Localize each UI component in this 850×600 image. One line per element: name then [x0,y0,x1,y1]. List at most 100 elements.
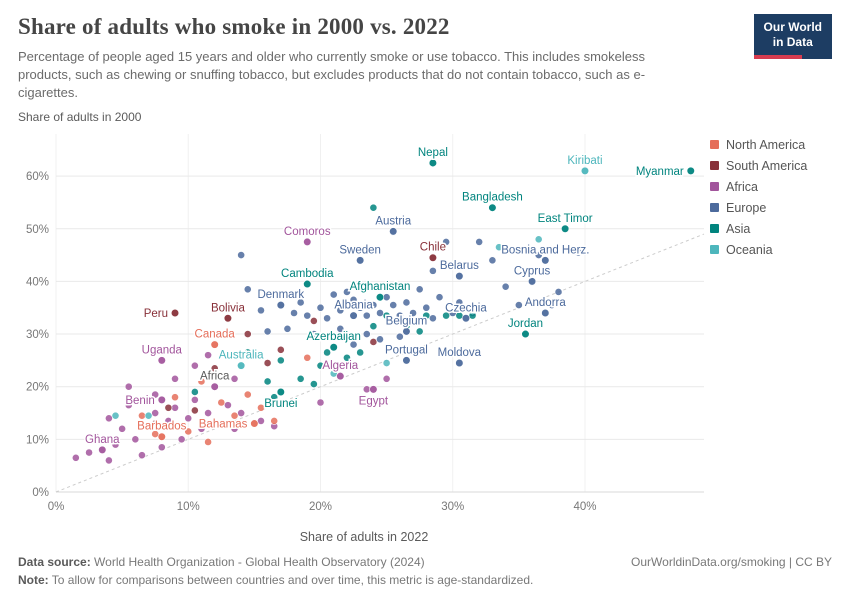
data-point[interactable] [382,311,391,320]
data-point[interactable] [190,395,199,404]
data-point[interactable] [395,311,404,320]
data-point[interactable] [435,293,444,301]
data-point[interactable] [118,424,127,433]
legend-item-europe[interactable]: Europe [710,201,832,215]
data-point[interactable] [376,216,384,225]
data-point[interactable] [349,361,358,370]
data-point[interactable] [316,398,325,407]
data-point[interactable] [157,443,166,451]
data-point[interactable] [376,308,384,317]
scatter-plot[interactable]: 0% 10% 20% 30% 40% 0% 10% 20% 30% 40% 50% 60% Nepal K… [18,126,708,524]
legend-item-africa[interactable]: Africa [710,180,832,194]
data-point[interactable] [442,311,451,320]
data-point[interactable] [329,342,338,352]
data-point[interactable] [415,327,424,336]
data-point[interactable] [369,203,378,212]
data-point[interactable] [250,419,259,428]
data-point[interactable] [316,361,325,370]
data-point[interactable] [343,287,351,296]
data-point[interactable] [548,301,556,309]
data-point[interactable] [124,401,133,409]
data-point[interactable] [468,306,477,315]
data-point[interactable] [157,356,166,365]
data-point[interactable] [184,427,193,436]
data-point[interactable] [276,345,285,354]
data-point[interactable] [369,337,378,346]
data-point[interactable] [283,324,292,333]
owid-logo[interactable]: Our World in Data [753,14,832,59]
legend-item-south-america[interactable]: South America [710,159,832,173]
data-point[interactable] [428,266,437,275]
data-point[interactable] [263,377,272,386]
data-point[interactable] [356,303,365,312]
data-point[interactable] [290,308,298,317]
data-point[interactable] [243,285,252,294]
data-point[interactable] [343,353,351,362]
data-point[interactable] [276,300,285,310]
data-point[interactable] [263,327,272,336]
data-point[interactable] [157,395,166,404]
data-point[interactable] [104,414,113,423]
data-point[interactable] [376,335,384,344]
data-point[interactable] [230,424,239,433]
data-point[interactable] [71,453,80,462]
data-point[interactable] [369,301,378,309]
data-point[interactable] [144,422,153,430]
data-point[interactable] [409,308,417,317]
data-point[interactable] [177,435,186,444]
data-point[interactable] [144,411,153,420]
data-point[interactable] [270,416,279,425]
data-point[interactable] [428,253,437,262]
data-point[interactable] [263,358,272,367]
data-point[interactable] [230,411,239,420]
data-point[interactable] [204,408,212,417]
data-point[interactable] [336,324,345,333]
data-point[interactable] [237,408,246,417]
data-point[interactable] [197,377,206,386]
data-point[interactable] [475,237,484,246]
data-point[interactable] [501,282,510,291]
legend-item-asia[interactable]: Asia [710,222,832,236]
data-point[interactable] [402,298,411,307]
data-point[interactable] [296,298,305,307]
data-point[interactable] [362,311,371,320]
data-point[interactable] [257,403,265,412]
data-point[interactable] [224,401,232,409]
data-point[interactable] [422,311,431,320]
data-point[interactable] [309,379,318,388]
data-point[interactable] [349,295,358,304]
data-point[interactable] [527,277,537,286]
data-point[interactable] [243,329,252,338]
data-point[interactable] [217,398,226,407]
data-point[interactable] [303,353,312,362]
data-point[interactable] [389,227,398,236]
data-point[interactable] [534,235,543,244]
data-point[interactable] [217,419,226,428]
data-point[interactable] [336,332,345,341]
data-point[interactable] [190,361,199,370]
data-point[interactable] [303,279,312,288]
data-point[interactable] [428,314,437,322]
data-point[interactable] [336,306,345,315]
data-point[interactable] [131,435,140,444]
data-point[interactable] [270,393,279,401]
data-point[interactable] [389,301,398,309]
data-point[interactable] [382,374,391,383]
data-point[interactable] [428,158,437,167]
data-point[interactable] [104,456,113,465]
data-point[interactable] [415,285,424,294]
data-point[interactable] [124,382,133,391]
data-point[interactable] [369,385,378,394]
data-point[interactable] [514,301,523,309]
data-point[interactable] [349,340,358,349]
data-point[interactable] [243,390,252,399]
data-point[interactable] [210,382,219,391]
data-point[interactable] [309,316,318,325]
data-point[interactable] [541,308,550,317]
data-point[interactable] [309,329,318,338]
data-point[interactable] [276,356,285,365]
data-point[interactable] [574,248,583,257]
data-point[interactable] [422,303,431,312]
data-point[interactable] [276,387,285,396]
data-point[interactable] [303,311,312,320]
